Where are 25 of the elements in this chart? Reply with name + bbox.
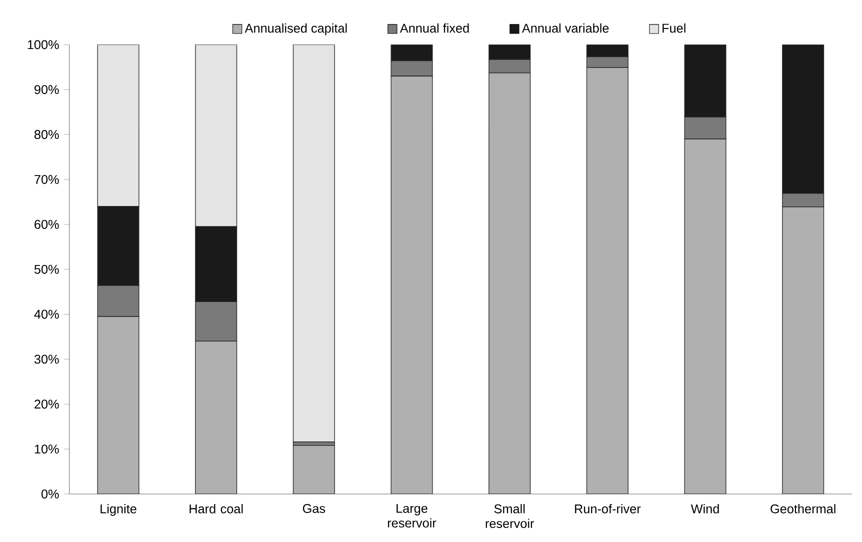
y-tick-label: 10% [34, 444, 59, 454]
x-tick-label: Lignite [100, 504, 136, 516]
x-tick-label: Gas [302, 504, 326, 514]
x-tick-label: Hard coal [190, 504, 243, 514]
x-tick-label: Large reservoir [388, 504, 436, 528]
y-tick-label: 20% [34, 400, 59, 409]
y-tick-label: 0% [41, 490, 59, 498]
y-tick-label: 60% [34, 220, 59, 229]
bar [292, 44, 335, 442]
bar [292, 445, 335, 494]
y-tick-label: 40% [34, 310, 59, 319]
y-tick-label: 70% [34, 174, 59, 184]
x-tick-label: Small reservoir [486, 504, 534, 528]
y-tick-label: 80% [34, 130, 59, 140]
y-tick-label: 100% [28, 40, 59, 50]
legend-label: Fuel [662, 23, 686, 33]
legend-label: Annual variable [522, 23, 609, 33]
y-tick-label: 90% [34, 85, 59, 94]
x-tick-label: Wind [690, 504, 719, 514]
x-tick-label: Run-of-river [575, 504, 641, 514]
y-tick-label: 30% [34, 354, 59, 364]
x-tick-label: Geothermal [770, 504, 836, 514]
legend-label: Annual fixed [400, 23, 469, 33]
legend-label: Annualised capital [244, 23, 347, 36]
y-tick-label: 50% [34, 264, 59, 274]
